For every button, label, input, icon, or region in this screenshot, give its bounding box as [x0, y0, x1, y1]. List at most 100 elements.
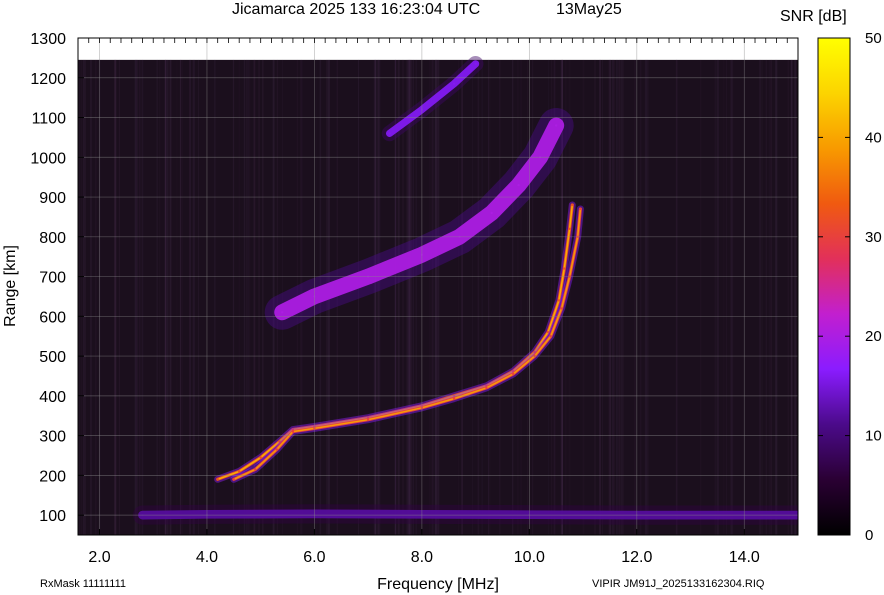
noise-stripe [395, 59, 396, 535]
echo-point [546, 331, 550, 334]
noise-stripe [560, 59, 563, 535]
noise-stripe [262, 59, 264, 535]
y-tick-label: 1300 [30, 31, 66, 48]
data-region [78, 59, 798, 535]
echo-point [452, 397, 456, 400]
noise-stripe [247, 59, 249, 535]
noise-stripe [253, 59, 255, 535]
noise-stripe [499, 59, 501, 535]
noise-stripe [258, 59, 260, 535]
noise-stripe [232, 59, 235, 535]
y-tick-label: 1100 [32, 111, 67, 128]
x-tick-label: 10.0 [514, 549, 545, 566]
noise-stripe [644, 59, 647, 535]
noise-stripe [394, 59, 396, 535]
colorbar-title: SNR [dB] [780, 8, 847, 25]
noise-stripe [409, 59, 411, 535]
noise-stripe [461, 59, 463, 535]
noise-stripe [616, 59, 618, 535]
noise-stripe [156, 59, 158, 535]
noise-stripe [80, 59, 83, 535]
noise-stripe [717, 59, 719, 535]
noise-stripe [140, 59, 141, 535]
noise-stripe [548, 59, 549, 535]
noise-stripe [471, 59, 473, 535]
noise-stripe [84, 59, 86, 535]
noise-stripe [620, 59, 623, 535]
noise-stripe [176, 59, 178, 535]
noise-stripe [568, 59, 571, 535]
noise-stripe [561, 59, 563, 535]
noise-stripe [639, 59, 642, 535]
noise-stripe [165, 59, 167, 535]
noise-stripe [512, 59, 514, 535]
noise-stripe [181, 59, 183, 535]
plot-frame [77, 37, 799, 536]
noise-stripe [730, 59, 732, 535]
echo-point [474, 62, 477, 65]
noise-stripe [377, 59, 379, 535]
noise-stripe [731, 59, 734, 535]
noise-stripe [768, 59, 771, 535]
noise-stripe [169, 59, 172, 535]
echo-point [452, 82, 456, 85]
colorbar-tick-label: 40 [865, 129, 882, 146]
colorbar-tick-label: 50 [865, 30, 882, 47]
axes: 2.0 4.0 6.0 8.0 10.0 12.0 14.0 100 200 300 400 500 6… [30, 31, 799, 566]
echo-point [512, 372, 515, 376]
noise-stripe [594, 59, 596, 535]
rx-mask-label: RxMask 11111111 [40, 578, 126, 590]
echo-point [254, 468, 257, 471]
colorbar-tick-label: 20 [865, 328, 882, 345]
noise-stripe [646, 59, 649, 535]
x-tick-label: 4.0 [196, 549, 218, 566]
echo-point [278, 440, 281, 443]
noise-stripe [676, 59, 677, 535]
noise-stripe [481, 59, 483, 535]
echo-point [579, 207, 582, 211]
echo-point [568, 227, 571, 230]
noise-stripe [714, 59, 716, 535]
noise-stripe [114, 59, 117, 535]
echo-point [549, 335, 552, 338]
noise-stripe [375, 59, 377, 535]
noise-stripe [402, 59, 404, 535]
chart-title: Jicamarca 2025 133 16:23:04 UTC [232, 1, 480, 18]
echo-point [291, 430, 295, 433]
x-tick-label: 12.0 [621, 549, 652, 566]
echo-point [555, 124, 558, 127]
noise-stripe [429, 59, 431, 535]
plot-background [78, 38, 798, 535]
noise-stripe [136, 59, 138, 535]
file-id-label: VIPIR JM91J_2025133162304.RIQ [592, 578, 765, 590]
noise-stripe [488, 59, 491, 535]
noise-stripe [561, 59, 563, 535]
echo-point [533, 350, 536, 354]
noise-stripe [336, 59, 338, 535]
noise-stripe [553, 59, 556, 535]
noise-stripe [599, 59, 601, 535]
noise-stripe [775, 59, 778, 535]
echo-point [259, 456, 262, 459]
noise-stripe [192, 59, 195, 535]
noise-stripe [610, 59, 612, 535]
noise-stripe [214, 59, 216, 535]
y-tick-label: 500 [39, 349, 66, 366]
noise-stripe [726, 59, 727, 535]
noise-stripe [435, 59, 437, 535]
echo-trace-core [233, 208, 582, 481]
noise-stripe [613, 59, 615, 535]
noise-stripe [488, 59, 489, 535]
chart-date: 13May25 [556, 1, 622, 18]
y-tick-label: 1000 [30, 150, 66, 167]
noise-stripe [245, 59, 248, 535]
noise-stripe [700, 59, 702, 535]
noise-stripe [787, 59, 789, 535]
noise-stripe [675, 59, 677, 535]
echo-point [563, 267, 566, 270]
noise-stripe [770, 59, 772, 535]
x-tick-label: 8.0 [411, 549, 433, 566]
echo-point [517, 183, 520, 187]
noise-stripe [83, 59, 85, 535]
echo-point [232, 478, 235, 481]
